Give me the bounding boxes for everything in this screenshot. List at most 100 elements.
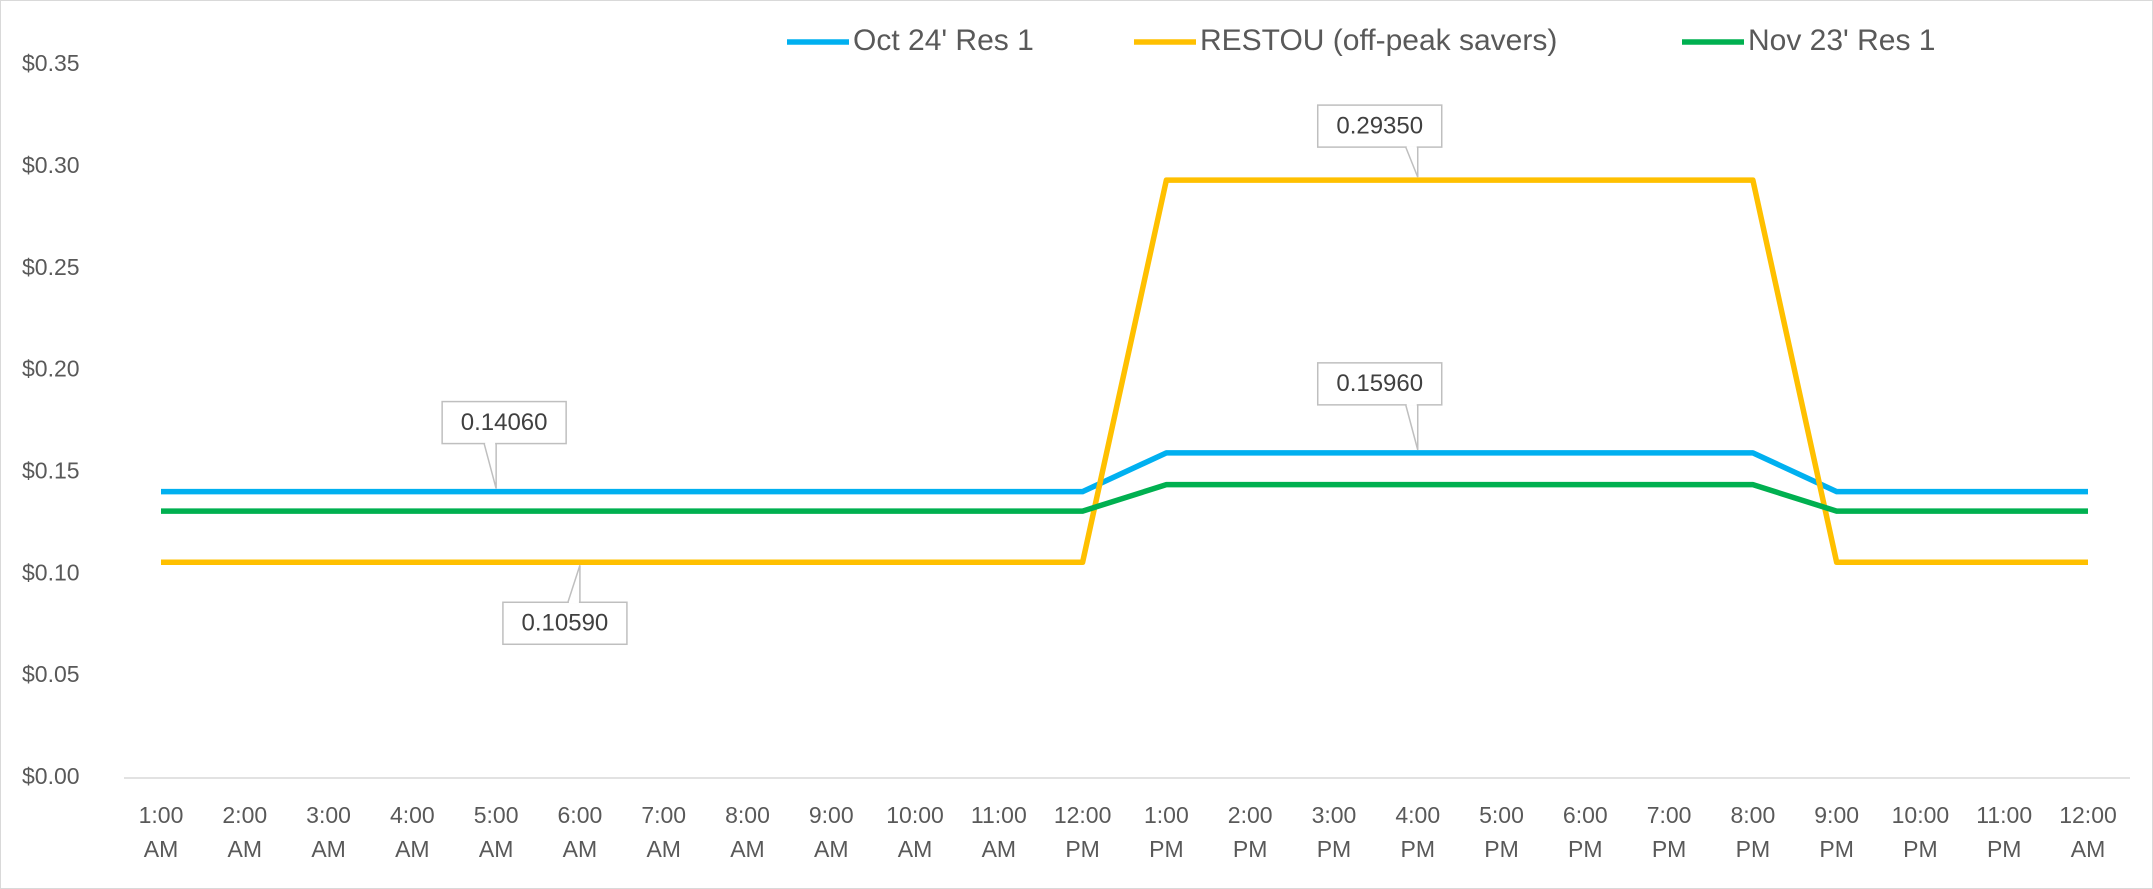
x-tick-label: 12:00 PM — [1054, 802, 1112, 862]
x-tick-label: 9:00 AM — [809, 802, 854, 862]
x-tick-label-line: AM — [395, 836, 430, 862]
data-label: 0.10590 — [522, 610, 609, 637]
x-tick-label: 4:00 PM — [1395, 802, 1440, 862]
x-tick-label-line: 4:00 — [390, 802, 435, 828]
legend-label: Nov 23' Res 1 — [1748, 24, 1936, 57]
y-tick-label: $0.10 — [22, 559, 80, 585]
x-tick-label-line: PM — [1484, 836, 1519, 862]
x-tick-label: 3:00 AM — [306, 802, 351, 862]
x-tick-label-line: 8:00 — [725, 802, 770, 828]
x-tick-label-line: 1:00 — [1144, 802, 1189, 828]
x-tick-label-line: PM — [1065, 836, 1100, 862]
x-tick-label-line: PM — [1233, 836, 1268, 862]
x-tick-label-line: 9:00 — [809, 802, 854, 828]
data-label: 0.29350 — [1336, 112, 1423, 139]
x-tick-label-line: AM — [730, 836, 765, 862]
x-tick-label-line: 2:00 — [222, 802, 267, 828]
x-tick-label: 10:00 PM — [1892, 802, 1950, 862]
y-tick-label: $0.30 — [22, 152, 80, 178]
x-tick-label: 6:00 AM — [558, 802, 603, 862]
x-tick-label: 11:00 AM — [971, 802, 1027, 862]
x-tick-label-line: PM — [1317, 836, 1352, 862]
x-tick-label: 2:00 PM — [1228, 802, 1273, 862]
data-label-box — [1316, 362, 1443, 406]
x-tick-label: 8:00 AM — [725, 802, 770, 862]
data-label-box — [502, 601, 628, 646]
x-tick-label-line: 8:00 — [1730, 802, 1775, 828]
data-label-pointer — [483, 443, 497, 489]
x-tick-label: 4:00 AM — [390, 802, 435, 862]
x-tick-label-line: 7:00 — [641, 802, 686, 828]
x-tick-label-line: 5:00 — [474, 802, 519, 828]
data-label: 0.15960 — [1336, 370, 1423, 397]
series-line — [161, 177, 2088, 566]
y-tick-label: $0.05 — [22, 661, 80, 687]
x-tick-label-line: PM — [1987, 836, 2022, 862]
x-tick-label-line: 3:00 — [306, 802, 351, 828]
x-tick-label-line: AM — [646, 836, 681, 862]
x-tick-label-line: 11:00 — [971, 802, 1027, 828]
y-tick-label: $0.35 — [22, 50, 80, 76]
x-tick-label: 5:00 AM — [474, 802, 519, 862]
x-tick-label-line: 4:00 — [1395, 802, 1440, 828]
x-tick-label: 1:00 AM — [139, 802, 184, 862]
x-tick-label-line: AM — [982, 836, 1017, 862]
x-tick-label-line: PM — [1903, 836, 1938, 862]
x-tick-label-line: 7:00 — [1647, 802, 1692, 828]
x-tick-label-line: AM — [563, 836, 598, 862]
x-tick-label: 7:00 PM — [1647, 802, 1692, 862]
x-tick-label-line: AM — [2071, 836, 2106, 862]
x-tick-label: 10:00 AM — [886, 802, 944, 862]
x-tick-label-line: AM — [228, 836, 263, 862]
series-line — [161, 481, 2088, 514]
x-tick-label-line: 10:00 — [1892, 802, 1950, 828]
x-tick-label-line: PM — [1400, 836, 1435, 862]
x-tick-label-line: AM — [144, 836, 179, 862]
data-label-pointer — [1405, 404, 1419, 451]
x-tick-label-line: AM — [479, 836, 514, 862]
x-tick-label-line: 5:00 — [1479, 802, 1524, 828]
x-tick-label-line: AM — [311, 836, 346, 862]
x-tick-label-line: PM — [1736, 836, 1771, 862]
x-tick-label: 7:00 AM — [641, 802, 686, 862]
x-tick-label-line: 2:00 — [1228, 802, 1273, 828]
y-tick-label: $0.20 — [22, 356, 80, 382]
x-tick-label-line: PM — [1568, 836, 1603, 862]
x-tick-label-line: PM — [1652, 836, 1687, 862]
x-tick-label: 9:00 PM — [1814, 802, 1859, 862]
x-tick-label-line: 12:00 — [1054, 802, 1112, 828]
x-tick-label-line: AM — [898, 836, 933, 862]
x-tick-label-line: 3:00 — [1312, 802, 1357, 828]
x-tick-label-line: PM — [1819, 836, 1854, 862]
x-tick-label-line: 6:00 — [558, 802, 603, 828]
x-tick-label-line: 6:00 — [1563, 802, 1608, 828]
legend-label: RESTOU (off-peak savers) — [1200, 24, 1557, 57]
x-tick-label-line: PM — [1149, 836, 1184, 862]
x-tick-label-line: 12:00 — [2059, 802, 2117, 828]
y-tick-label: $0.15 — [22, 458, 80, 484]
x-tick-label-line: 10:00 — [886, 802, 944, 828]
x-tick-label: 11:00 PM — [1976, 802, 2032, 862]
data-label-box — [1316, 104, 1443, 148]
x-tick-label: 3:00 PM — [1312, 802, 1357, 862]
x-tick-label: 12:00 AM — [2059, 802, 2117, 862]
data-label-pointer — [567, 565, 581, 603]
x-tick-label: 1:00 PM — [1144, 802, 1189, 862]
series-line — [161, 450, 2088, 495]
data-label-pointer — [1405, 146, 1419, 178]
x-tick-label: 8:00 PM — [1730, 802, 1775, 862]
data-label-box — [441, 400, 567, 445]
x-tick-label: 6:00 PM — [1563, 802, 1608, 862]
y-tick-label: $0.00 — [22, 763, 80, 789]
x-tick-label-line: 9:00 — [1814, 802, 1859, 828]
y-tick-label: $0.25 — [22, 254, 80, 280]
x-tick-label-line: 11:00 — [1976, 802, 2032, 828]
x-tick-label-line: AM — [814, 836, 849, 862]
x-tick-label: 2:00 AM — [222, 802, 267, 862]
x-tick-label: 5:00 PM — [1479, 802, 1524, 862]
x-tick-label-line: 1:00 — [139, 802, 184, 828]
data-label: 0.14060 — [461, 409, 548, 436]
legend-label: Oct 24' Res 1 — [853, 24, 1034, 57]
